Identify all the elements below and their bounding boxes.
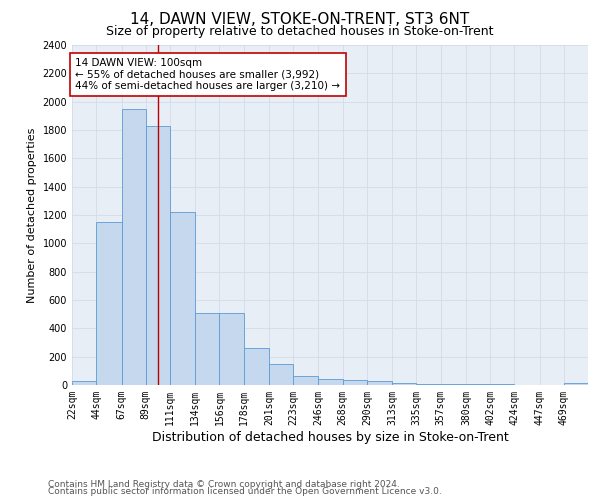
Bar: [466, 384, 490, 385]
Bar: [146, 126, 170, 385]
Bar: [72, 381, 96, 385]
Bar: [343, 380, 367, 385]
Bar: [416, 384, 440, 385]
Text: 14 DAWN VIEW: 100sqm
← 55% of detached houses are smaller (3,992)
44% of semi-de: 14 DAWN VIEW: 100sqm ← 55% of detached h…: [76, 58, 340, 91]
Bar: [440, 384, 466, 385]
X-axis label: Distribution of detached houses by size in Stoke-on-Trent: Distribution of detached houses by size …: [152, 430, 508, 444]
Text: Contains public sector information licensed under the Open Government Licence v3: Contains public sector information licen…: [48, 487, 442, 496]
Bar: [293, 376, 319, 385]
Bar: [367, 381, 392, 385]
Bar: [564, 383, 588, 385]
Bar: [319, 380, 343, 385]
Bar: [220, 313, 244, 385]
Bar: [122, 109, 146, 385]
Bar: [195, 313, 220, 385]
Bar: [96, 222, 122, 385]
Bar: [490, 384, 514, 385]
Bar: [170, 212, 195, 385]
Text: Contains HM Land Registry data © Crown copyright and database right 2024.: Contains HM Land Registry data © Crown c…: [48, 480, 400, 489]
Y-axis label: Number of detached properties: Number of detached properties: [27, 128, 37, 302]
Text: 14, DAWN VIEW, STOKE-ON-TRENT, ST3 6NT: 14, DAWN VIEW, STOKE-ON-TRENT, ST3 6NT: [130, 12, 470, 28]
Bar: [392, 383, 416, 385]
Text: Size of property relative to detached houses in Stoke-on-Trent: Size of property relative to detached ho…: [106, 25, 494, 38]
Bar: [244, 348, 269, 385]
Bar: [269, 364, 293, 385]
